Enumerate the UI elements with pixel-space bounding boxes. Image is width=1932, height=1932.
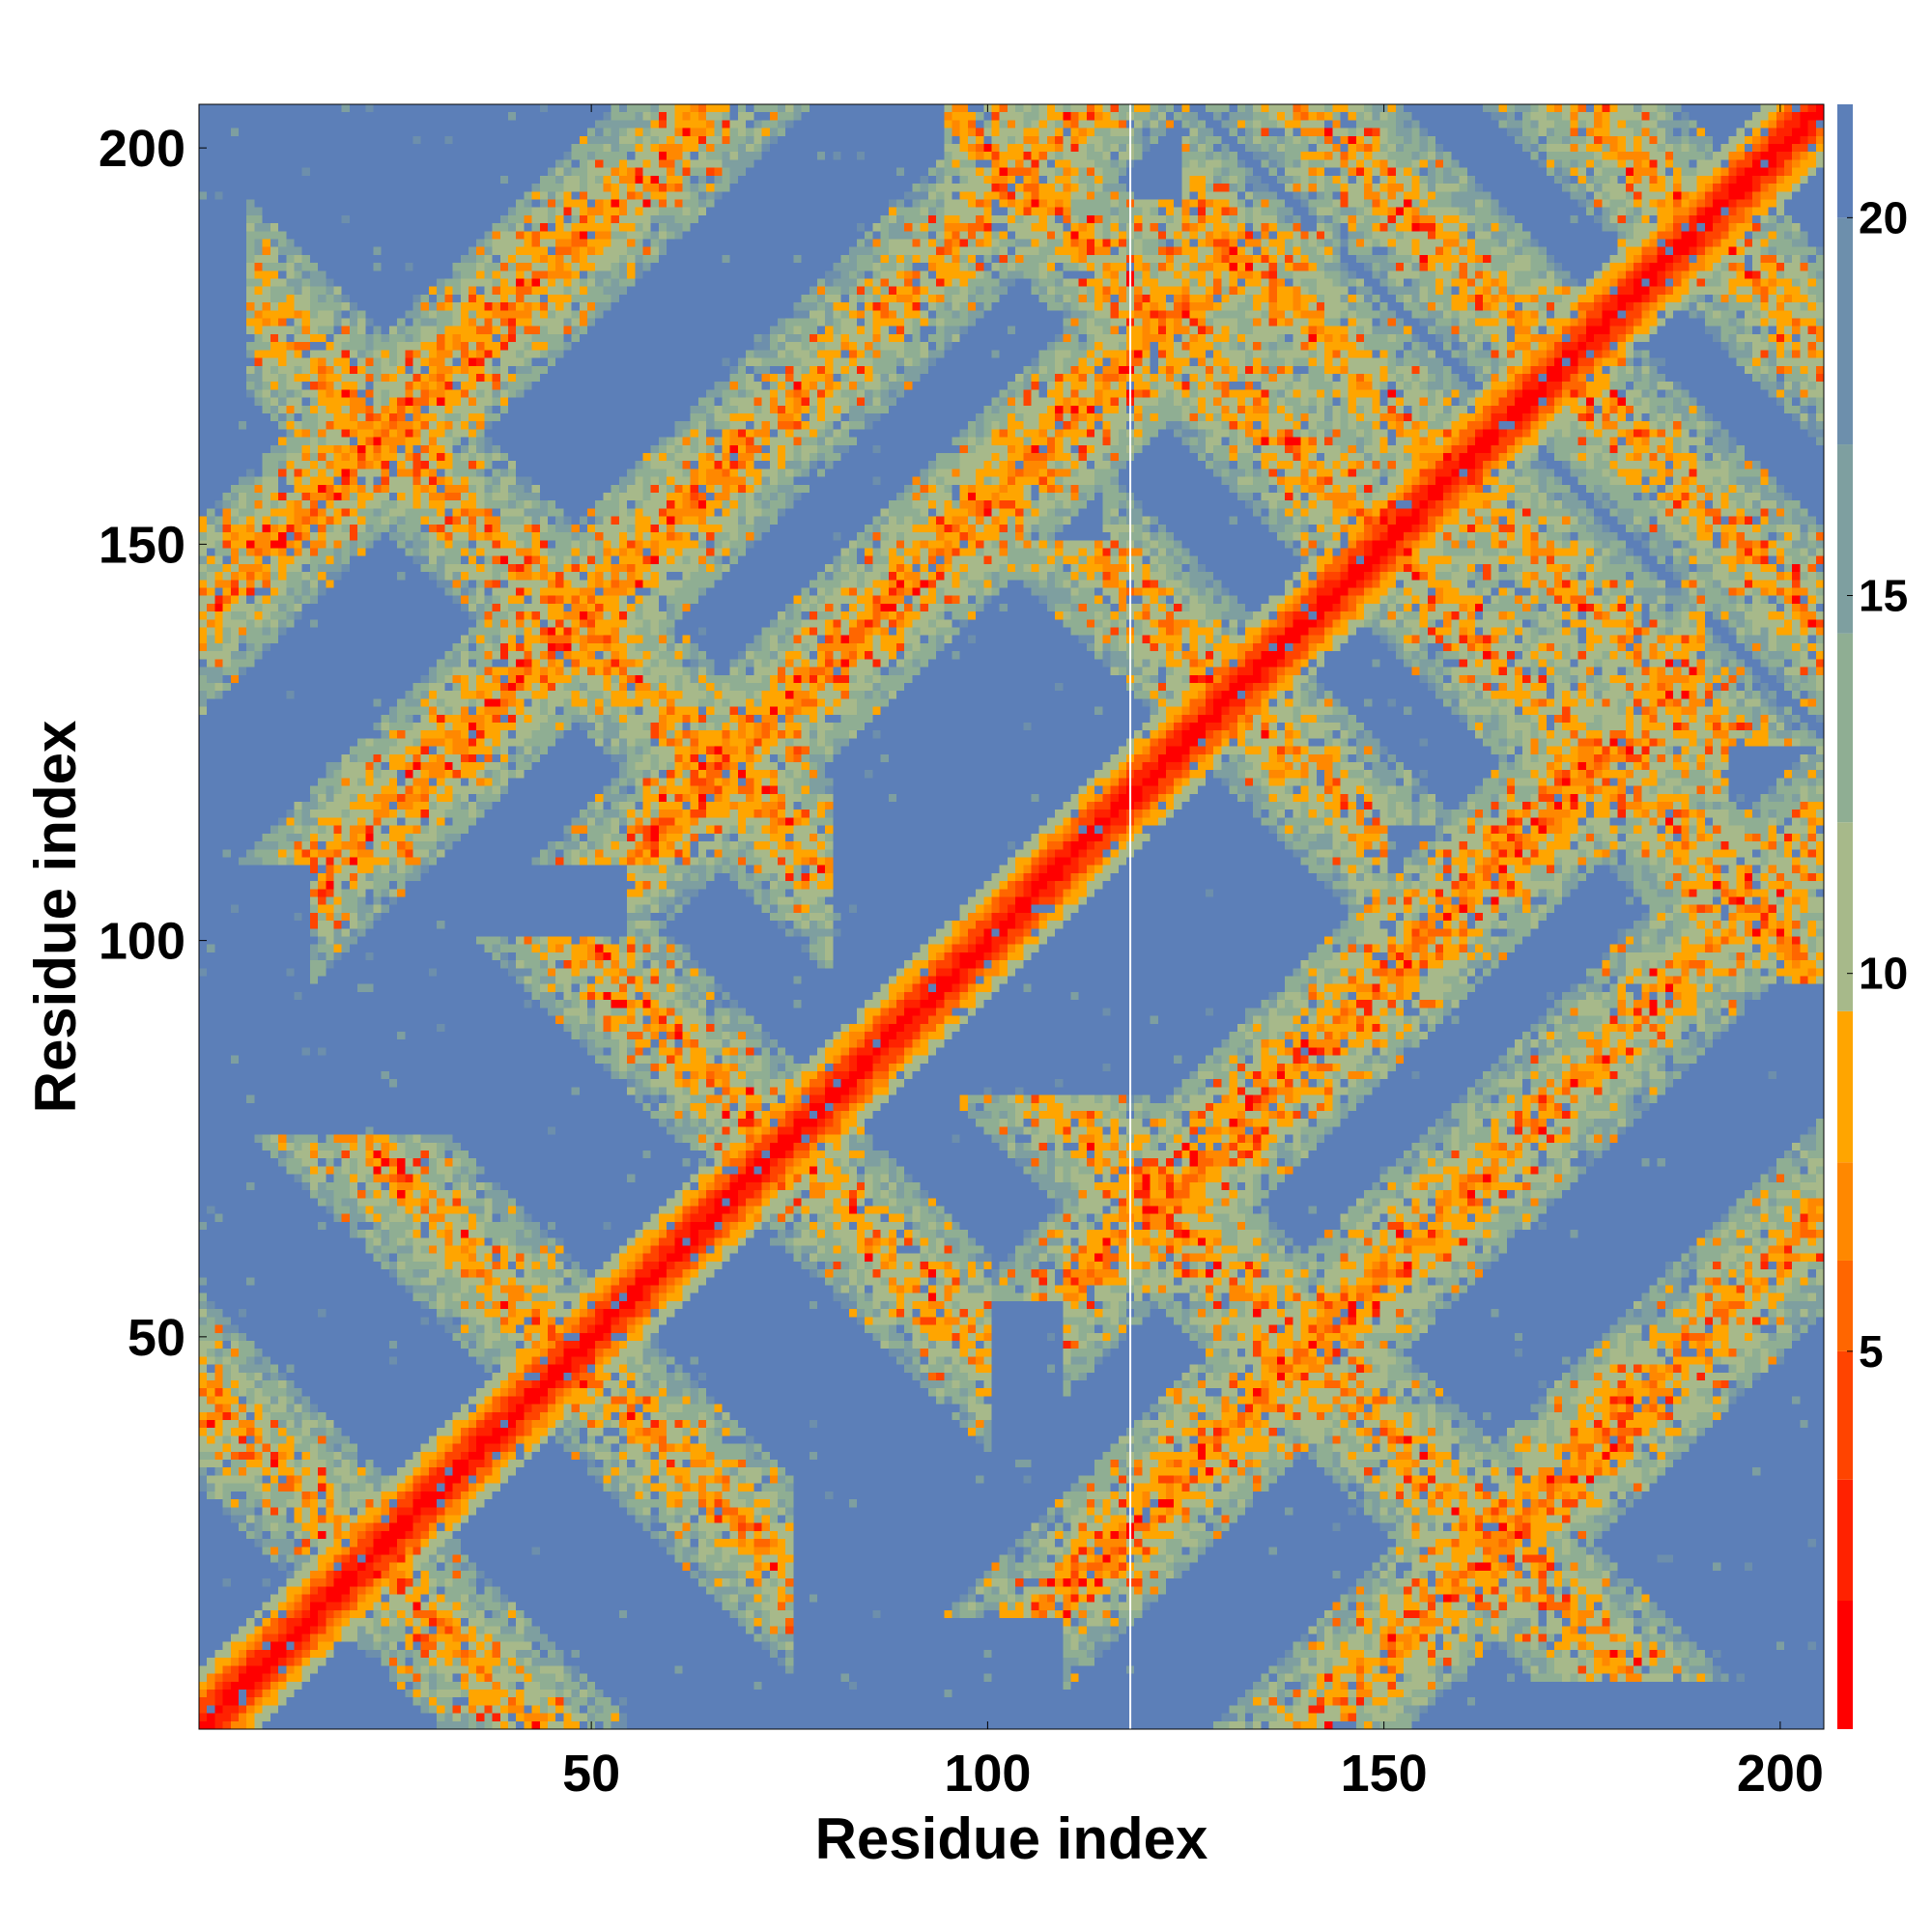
x-tick-label: 200: [1737, 1745, 1824, 1803]
colorbar-segment: [1837, 633, 1853, 823]
colorbar-tick-label: 15: [1859, 571, 1908, 621]
x-tick-label: 50: [562, 1745, 620, 1803]
x-tick-label: 100: [944, 1745, 1031, 1803]
colorbar: [1837, 104, 1853, 1729]
colorbar-segment: [1837, 217, 1853, 445]
x-axis-title: Residue index: [815, 1806, 1208, 1871]
heatmap-plot-area: [198, 103, 1825, 1730]
y-axis-ticks: 50 100 150 200: [99, 120, 207, 1367]
colorbar-segment: [1837, 1350, 1853, 1480]
y-axis-title: Residue index: [23, 721, 88, 1114]
colorbar-segment: [1837, 1601, 1853, 1729]
colorbar-segment: [1837, 1162, 1853, 1261]
colorbar-tick-label: 5: [1859, 1326, 1884, 1377]
y-tick-label: 200: [99, 120, 185, 178]
heatmap-grid: [199, 104, 1824, 1729]
plot-frame: [198, 103, 1825, 1730]
colorbar-segment: [1837, 1010, 1853, 1163]
y-tick-label: 150: [99, 516, 185, 574]
colorbar-segment: [1837, 1260, 1853, 1351]
y-tick-label: 100: [99, 913, 185, 971]
colorbar-tick-label: 20: [1859, 192, 1908, 242]
x-tick-label: 150: [1341, 1745, 1428, 1803]
colorbar-segment: [1837, 1479, 1853, 1602]
x-axis-ticks: 50 100 150 200: [562, 104, 1824, 1803]
colorbar-segment: [1837, 444, 1853, 634]
colorbar-tick-label: 10: [1859, 949, 1908, 999]
colorbar-segment: [1837, 822, 1853, 1011]
colorbar-segment: [1837, 104, 1853, 218]
y-tick-label: 50: [128, 1309, 185, 1367]
colorbar-ticks: 5 10 15 20: [1847, 192, 1908, 1377]
